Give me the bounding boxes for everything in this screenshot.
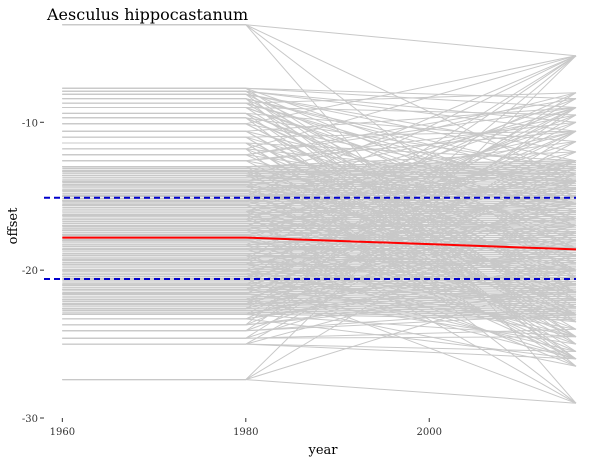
x-tick-label: 1960 [50,427,75,438]
background-line [62,252,576,253]
background-line [62,255,576,256]
x-tick-label: 2000 [417,427,442,438]
y-tick-label: -10 [22,118,38,129]
y-tick-label: -30 [22,414,38,425]
background-line [62,25,576,56]
x-tick-label: 1980 [233,427,258,438]
background-line [62,228,576,229]
y-axis: -10 -20 -30 [22,118,44,425]
background-line [62,234,576,235]
x-axis-title: year [307,443,338,458]
y-tick-label: -20 [22,266,38,277]
x-axis: 1960 1980 2000 [50,418,442,438]
chart-title: Aesculus hippocastanum [46,5,248,24]
background-series-group [62,25,576,404]
background-line [62,232,576,233]
background-line [62,248,576,249]
background-line [62,380,576,404]
y-axis-title: offset [6,207,21,244]
background-line [62,250,576,251]
